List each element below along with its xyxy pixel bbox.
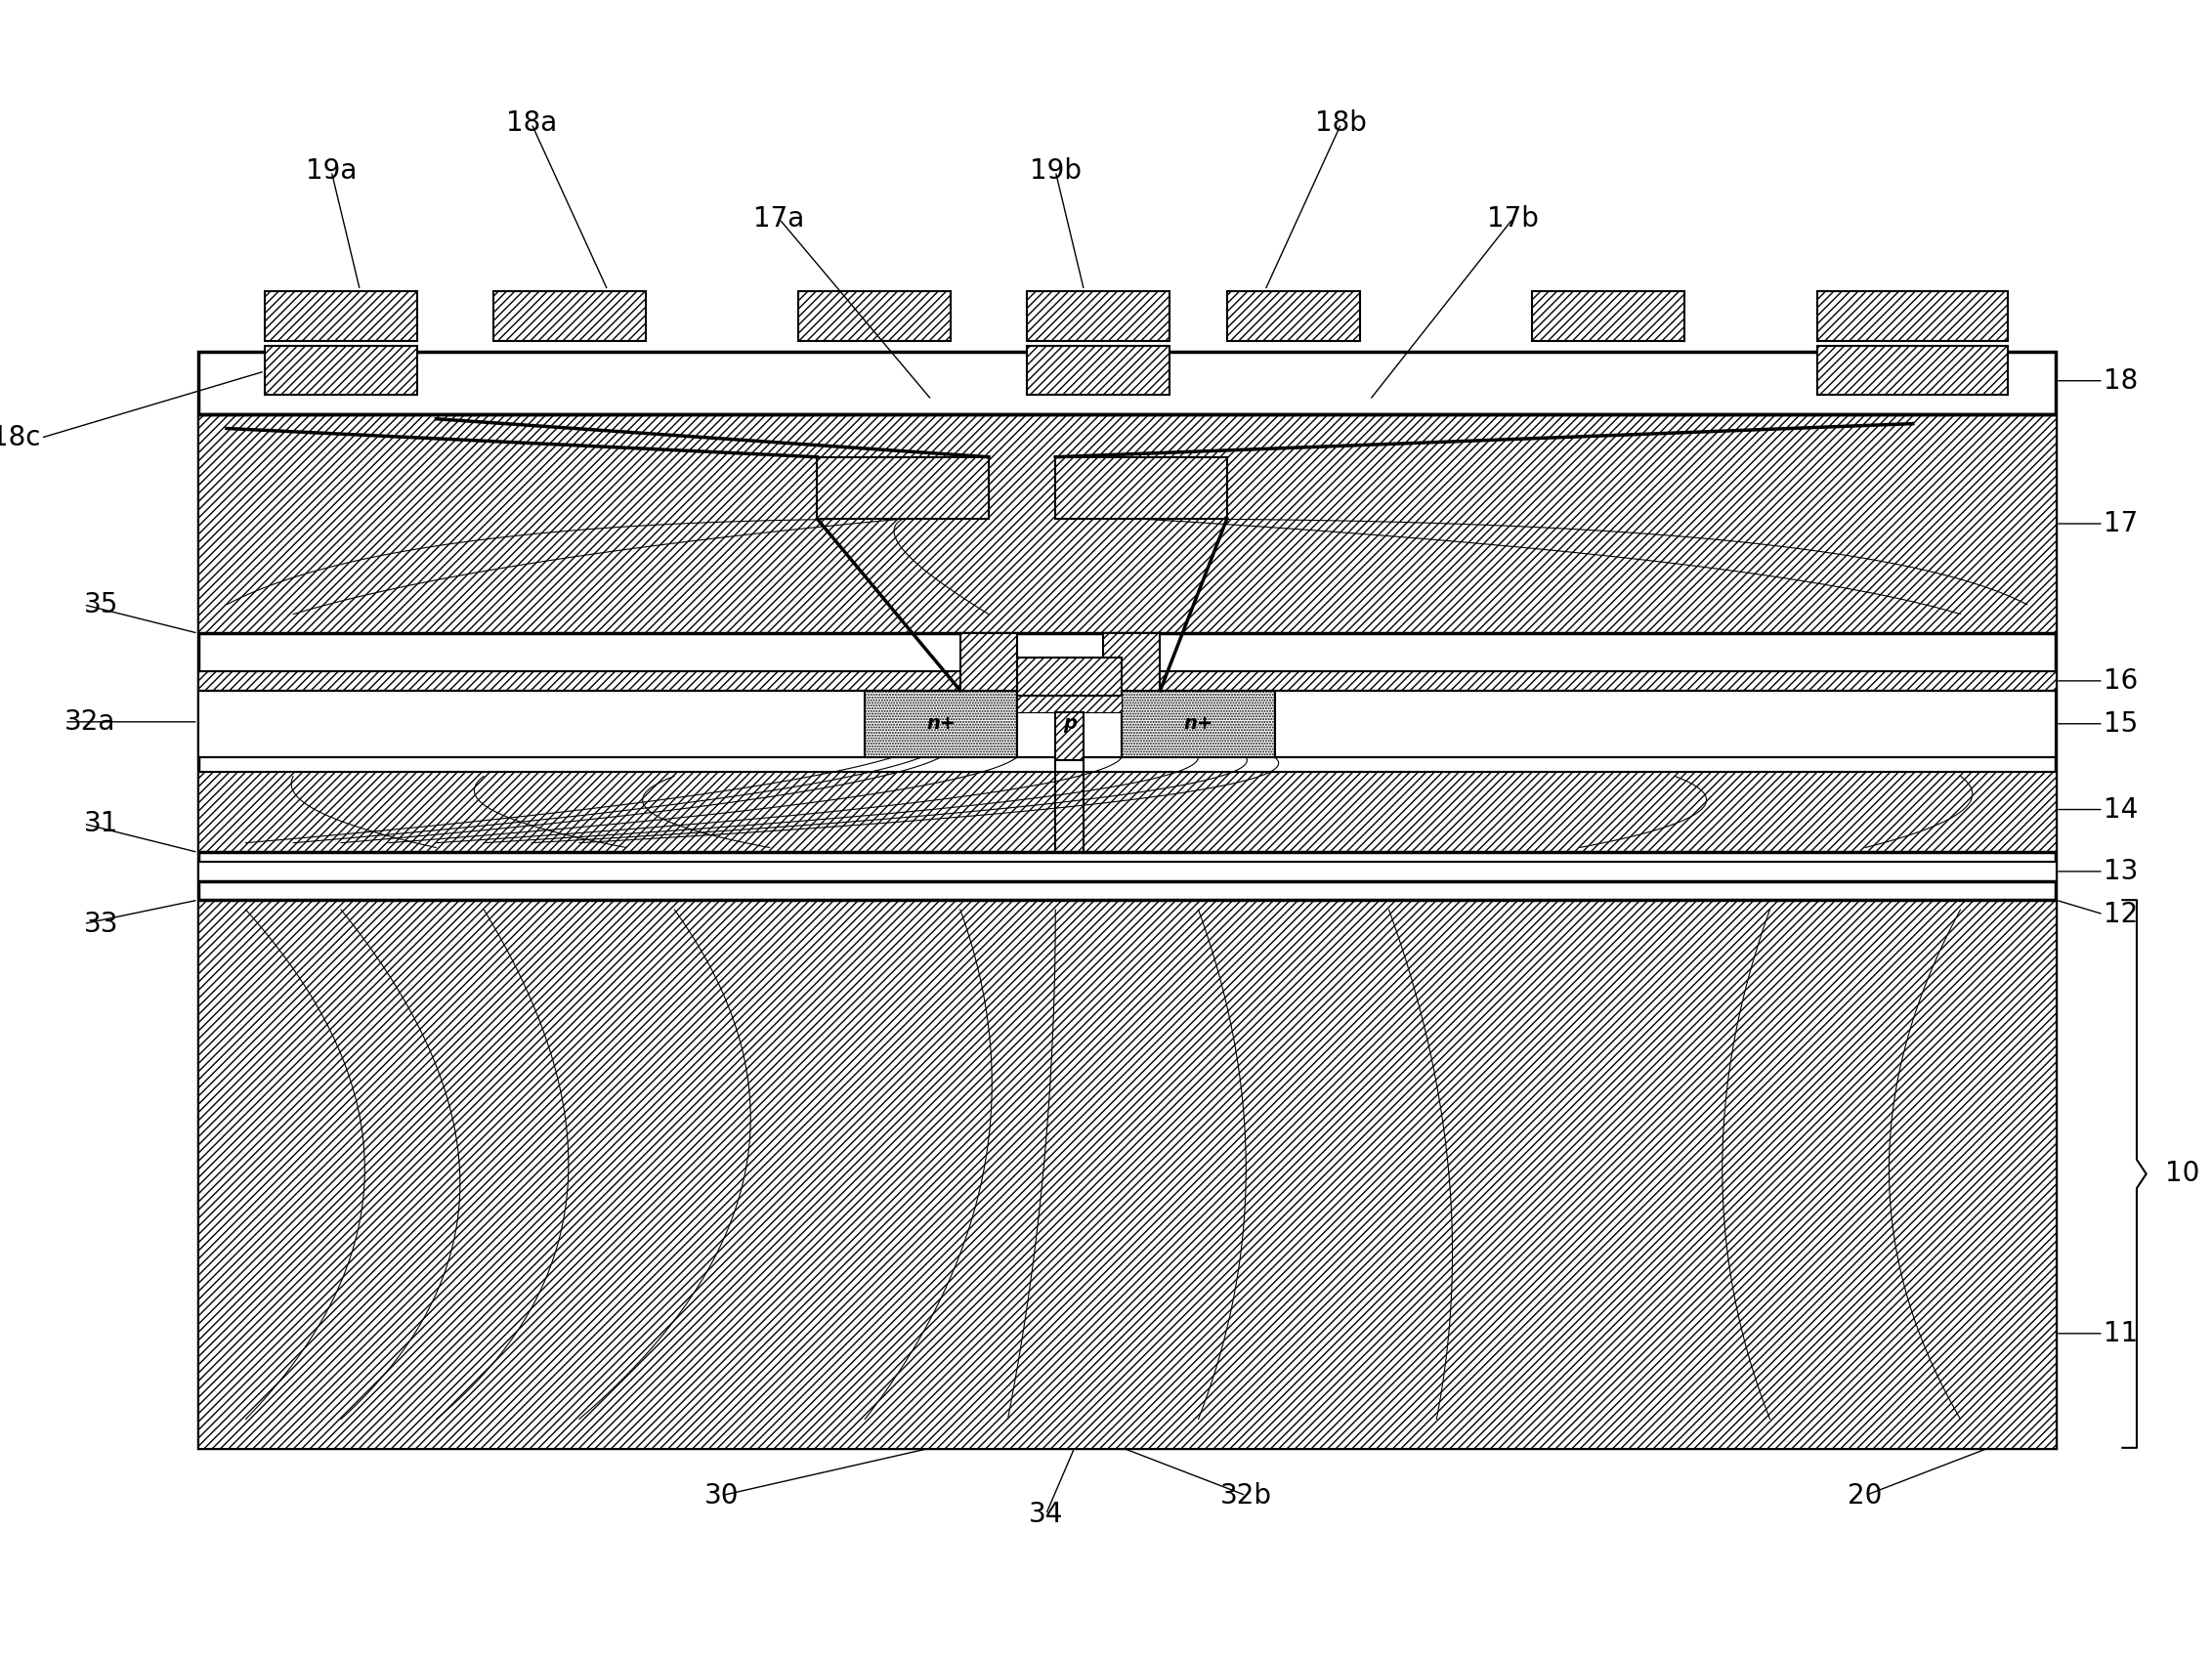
Text: 15: 15 xyxy=(2104,710,2137,738)
Text: 18b: 18b xyxy=(1316,109,1367,138)
Text: 20: 20 xyxy=(1847,1481,1882,1510)
Bar xyxy=(265,292,418,340)
Text: 18a: 18a xyxy=(507,109,557,138)
Text: 17a: 17a xyxy=(754,206,805,232)
Bar xyxy=(265,345,418,395)
Text: n+: n+ xyxy=(1183,715,1212,733)
Text: 17b: 17b xyxy=(1486,206,1540,232)
Bar xyxy=(1121,690,1274,757)
Bar xyxy=(199,352,2055,1448)
Text: 32a: 32a xyxy=(64,708,115,735)
Text: 16: 16 xyxy=(2104,667,2137,695)
Bar xyxy=(865,690,1018,757)
Bar xyxy=(1228,292,1360,340)
Text: 12: 12 xyxy=(2104,901,2137,927)
Bar xyxy=(1018,690,1121,757)
Bar xyxy=(1026,345,1170,395)
Text: 13: 13 xyxy=(2104,858,2139,886)
Text: 17: 17 xyxy=(2104,509,2137,538)
Text: 19a: 19a xyxy=(305,158,356,184)
Bar xyxy=(199,899,2055,1448)
Bar xyxy=(1818,345,2008,395)
Bar xyxy=(1018,657,1121,695)
Text: p: p xyxy=(1064,715,1077,733)
Bar xyxy=(199,771,2055,853)
Text: 19b: 19b xyxy=(1029,158,1082,184)
Bar xyxy=(199,672,2055,690)
Bar xyxy=(1055,712,1084,760)
Bar xyxy=(1026,292,1170,340)
Text: 34: 34 xyxy=(1029,1501,1064,1528)
Text: n+: n+ xyxy=(927,715,956,733)
Text: 32b: 32b xyxy=(1221,1481,1272,1510)
Text: 18c: 18c xyxy=(0,425,40,451)
Text: 33: 33 xyxy=(84,911,119,937)
Text: 30: 30 xyxy=(706,1481,739,1510)
Bar xyxy=(816,456,989,519)
Bar xyxy=(199,863,2055,881)
Bar xyxy=(1018,695,1121,712)
Text: 11: 11 xyxy=(2104,1321,2137,1347)
Bar xyxy=(960,634,1018,690)
Text: 35: 35 xyxy=(84,591,117,619)
Bar xyxy=(493,292,646,340)
Text: 31: 31 xyxy=(84,810,117,838)
Text: 18: 18 xyxy=(2104,367,2137,395)
Bar xyxy=(199,690,2055,757)
Bar xyxy=(1055,456,1228,519)
Bar xyxy=(199,415,2055,634)
Bar xyxy=(1531,292,1683,340)
Text: 14: 14 xyxy=(2104,796,2137,823)
Bar xyxy=(1104,634,1161,690)
Text: 10: 10 xyxy=(2166,1160,2201,1188)
Bar xyxy=(1818,292,2008,340)
Bar xyxy=(799,292,951,340)
